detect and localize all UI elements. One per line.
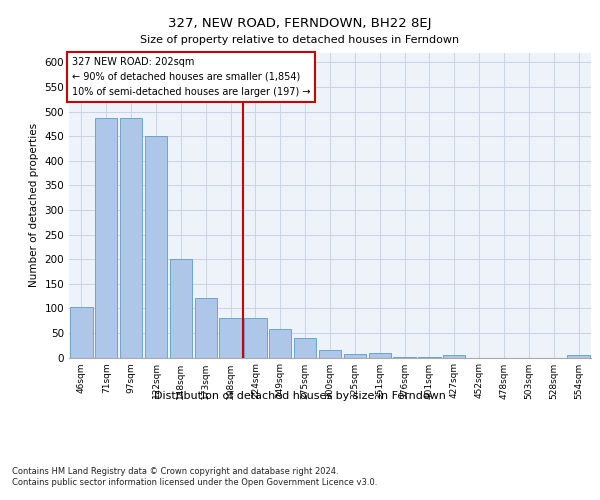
Bar <box>220 318 242 358</box>
Bar <box>294 338 316 357</box>
Text: Contains HM Land Registry data © Crown copyright and database right 2024.
Contai: Contains HM Land Registry data © Crown c… <box>12 468 377 487</box>
Text: Distribution of detached houses by size in Ferndown: Distribution of detached houses by size … <box>154 391 446 401</box>
Bar <box>368 352 391 358</box>
Bar <box>269 330 292 357</box>
Text: 327, NEW ROAD, FERNDOWN, BH22 8EJ: 327, NEW ROAD, FERNDOWN, BH22 8EJ <box>168 18 432 30</box>
Bar <box>244 318 266 358</box>
Bar <box>194 298 217 358</box>
Bar <box>418 356 440 358</box>
Bar <box>443 355 466 358</box>
Bar <box>319 350 341 358</box>
Text: Size of property relative to detached houses in Ferndown: Size of property relative to detached ho… <box>140 35 460 45</box>
Bar <box>568 354 590 358</box>
Y-axis label: Number of detached properties: Number of detached properties <box>29 123 39 287</box>
Bar <box>120 118 142 358</box>
Bar <box>394 356 416 358</box>
Bar <box>70 308 92 358</box>
Bar <box>145 136 167 358</box>
Text: 327 NEW ROAD: 202sqm
← 90% of detached houses are smaller (1,854)
10% of semi-de: 327 NEW ROAD: 202sqm ← 90% of detached h… <box>71 57 310 96</box>
Bar <box>170 259 192 358</box>
Bar <box>344 354 366 358</box>
Bar <box>95 118 118 358</box>
